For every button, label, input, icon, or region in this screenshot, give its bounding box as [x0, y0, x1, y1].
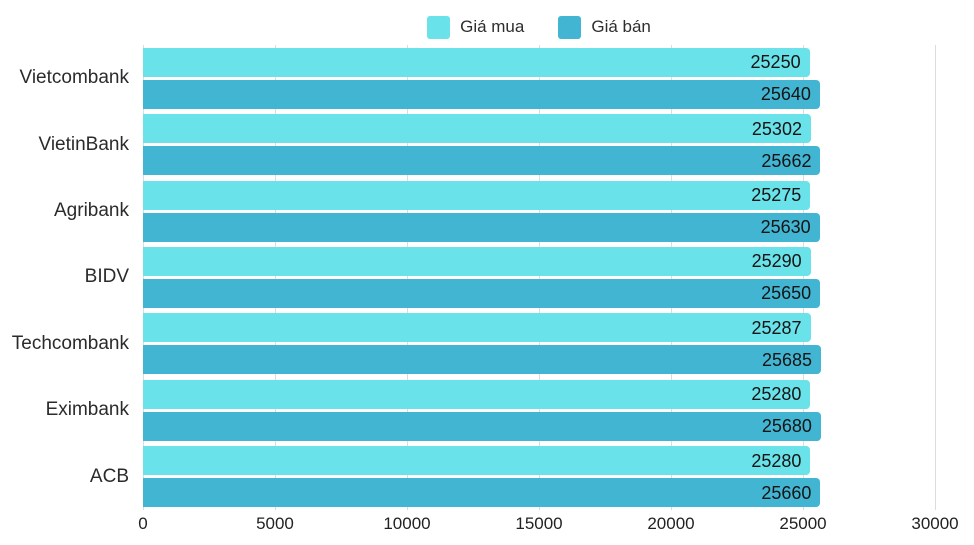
bar-value-label: 25630: [760, 217, 811, 238]
bar-vietcombank-gia-mua[interactable]: 25250: [143, 47, 810, 77]
bar-value-label: 25290: [751, 251, 802, 272]
gridline: [935, 45, 936, 510]
bar-agribank-gia-ban[interactable]: 25630: [143, 212, 820, 242]
bar-bidv-gia-mua[interactable]: 25290: [143, 246, 811, 276]
gridline: [274, 45, 276, 510]
bar-value-label: 25662: [761, 150, 812, 171]
bar-value-label: 25250: [750, 52, 801, 73]
bar-value-label: 25302: [751, 118, 802, 139]
bar-group-acb: 25280 25660: [143, 444, 935, 510]
bar-group-agribank: 25275 25630: [143, 178, 935, 244]
x-tick-label: 20000: [647, 514, 695, 533]
x-tick-label: 25000: [779, 514, 827, 533]
bar-value-label: 25680: [761, 416, 812, 437]
bar-value-label: 25275: [751, 185, 802, 206]
gridline: [670, 45, 672, 510]
x-tick-label: 0: [138, 514, 148, 533]
plot-row: Vietcombank VietinBank Agribank BIDV Techcom…: [0, 45, 974, 510]
bar-eximbank-gia-mua[interactable]: 25280: [143, 379, 811, 409]
category-label: Techcombank: [11, 332, 129, 354]
category-label: Eximbank: [45, 399, 129, 421]
legend-swatch-icon: [427, 15, 451, 39]
bar-acb-gia-mua[interactable]: 25280: [143, 446, 811, 476]
gridline: [803, 45, 804, 510]
bar-bidv-gia-ban[interactable]: 25650: [143, 278, 821, 308]
bar-value-label: 25685: [762, 349, 813, 370]
bar-acb-gia-ban[interactable]: 25660: [143, 478, 821, 508]
bar-value-label: 25280: [751, 450, 802, 471]
bar-value-label: 25280: [751, 384, 802, 405]
value-axis: 0 5000 10000 15000 20000 25000 30000: [138, 514, 958, 540]
x-tick-label: 5000: [256, 514, 294, 533]
gridline: [143, 45, 144, 510]
chart-legend: Giá mua Giá bán: [143, 13, 935, 41]
bar-agribank-gia-mua[interactable]: 25275: [143, 180, 811, 210]
category-label: Vietcombank: [19, 67, 130, 89]
bar-techcombank-gia-mua[interactable]: 25287: [143, 313, 811, 343]
plot-area: 25250 25640 25302 25662 25275 25630 25290 25650…: [143, 45, 936, 510]
bar-value-label: 25650: [761, 283, 812, 304]
legend-label: Giá bán: [591, 17, 651, 36]
x-tick-label: 10000: [383, 514, 431, 533]
bar-group-techcombank: 25287 25685: [143, 311, 935, 377]
category-label: VietinBank: [38, 133, 130, 155]
bar-techcombank-gia-ban[interactable]: 25685: [143, 345, 822, 375]
bar-group-vietinbank: 25302 25662: [143, 111, 935, 177]
bar-group-bidv: 25290 25650: [143, 244, 935, 310]
bar-group-eximbank: 25280 25680: [143, 377, 935, 443]
category-label: Agribank: [54, 200, 129, 222]
bar-vietcombank-gia-ban[interactable]: 25640: [143, 79, 820, 109]
bar-vietinbank-gia-ban[interactable]: 25662: [143, 146, 821, 176]
category-label: ACB: [89, 465, 129, 487]
legend-swatch-icon: [558, 15, 582, 39]
category-label: BIDV: [84, 266, 129, 288]
bar-value-label: 25287: [751, 317, 802, 338]
legend-label: Giá mua: [460, 17, 525, 36]
x-tick-label: 30000: [911, 514, 959, 533]
x-tick-label: 15000: [515, 514, 563, 533]
legend-item-1[interactable]: Giá bán: [558, 15, 651, 39]
category-axis: Vietcombank VietinBank Agribank BIDV Techcom…: [0, 45, 143, 510]
bar-value-label: 25640: [760, 84, 811, 105]
bar-vietinbank-gia-mua[interactable]: 25302: [143, 114, 811, 144]
bar-value-label: 25660: [761, 482, 812, 503]
gridline: [406, 45, 408, 510]
gridline: [539, 45, 540, 510]
bar-group-vietcombank: 25250 25640: [143, 45, 935, 111]
bar-eximbank-gia-ban[interactable]: 25680: [143, 411, 821, 441]
legend-item-0[interactable]: Giá mua: [427, 15, 525, 39]
